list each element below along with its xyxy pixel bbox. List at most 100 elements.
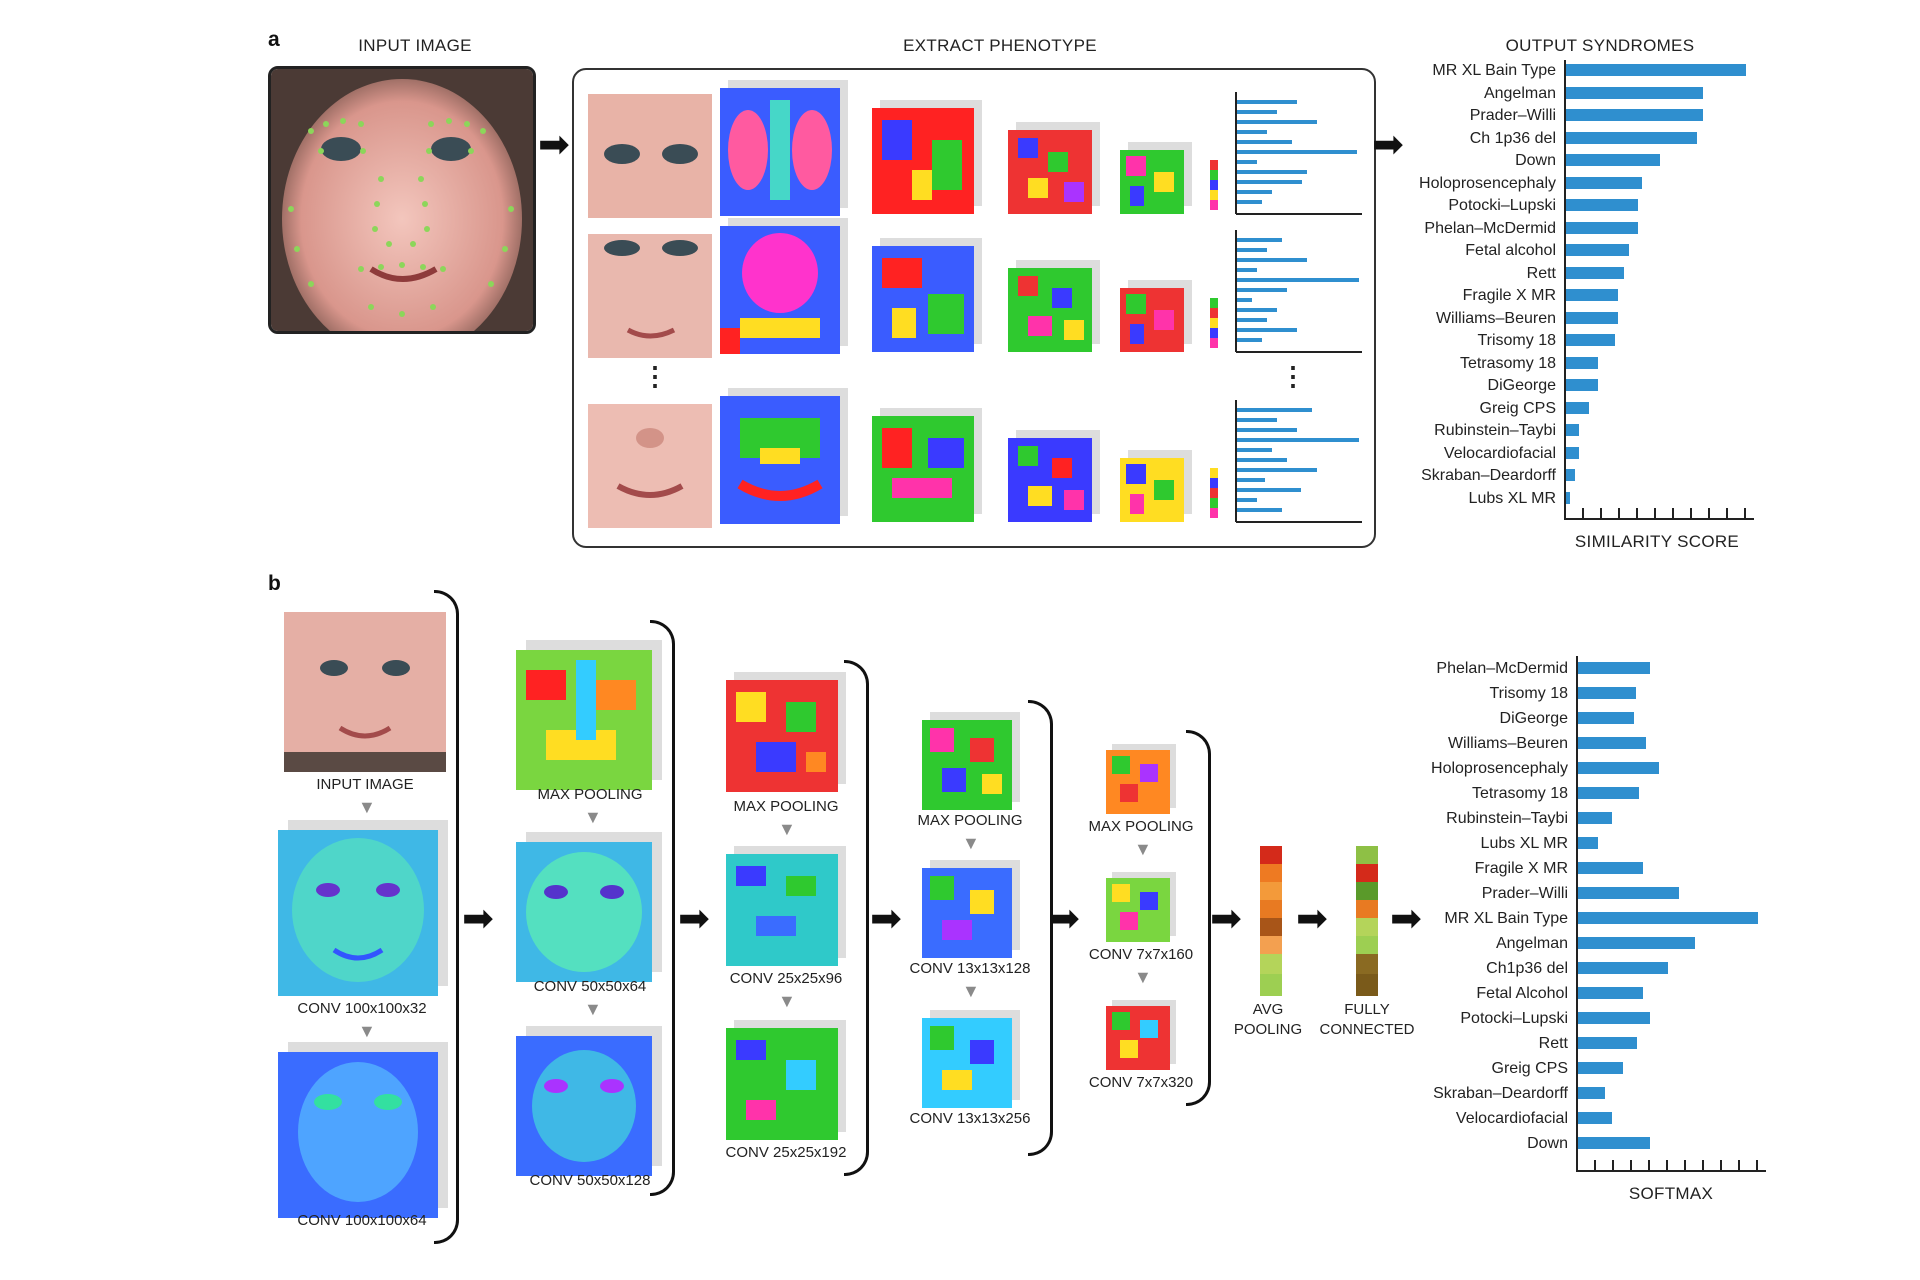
chart-b-bar-label: Angelman xyxy=(1495,935,1568,952)
chart-b-bar xyxy=(1578,937,1695,949)
chart-b-bar-label: DiGeorge xyxy=(1499,710,1568,727)
chart-a-bar xyxy=(1566,334,1615,346)
stage4-bottom-label: CONV 13x13x256 xyxy=(909,1110,1031,1127)
chart-b-bar-label: Rett xyxy=(1538,1035,1568,1052)
chart-b-x-tick xyxy=(1720,1160,1722,1170)
chart-a-bar-label: Ch 1p36 del xyxy=(1469,129,1556,147)
chart-b-bar xyxy=(1578,1062,1623,1074)
feature-map-c3 xyxy=(1008,430,1100,522)
chart-a-bar-label: Lubs XL MR xyxy=(1468,489,1556,507)
chart-b-bar-label: Holoprosencephaly xyxy=(1431,760,1568,777)
conv-map-1a xyxy=(278,820,448,996)
chart-b-bar xyxy=(1578,787,1640,799)
feature-map-a1 xyxy=(720,80,848,216)
chart-a-bar xyxy=(1566,356,1599,369)
fully-connected-vector xyxy=(1356,846,1378,996)
arrow-down-icon: ▼ xyxy=(584,999,602,1019)
chart-a-bar-label: Fragile X MR xyxy=(1462,287,1556,304)
chart-a-bar-label: MR XL Bain Type xyxy=(1432,62,1556,79)
chart-b-bar-label: Velocardiofacial xyxy=(1455,1110,1568,1127)
face-crop-eyes xyxy=(588,94,712,218)
chart-a-bar-label: Skraban–Deardorff xyxy=(1421,467,1556,484)
chart-b-y-axis xyxy=(1576,656,1578,1170)
chart-a-bar xyxy=(1566,64,1746,76)
chart-b-bar-label: Potocki–Lupski xyxy=(1460,1010,1568,1027)
mini-bars-a2 xyxy=(1235,230,1362,353)
feature-vector-c xyxy=(1210,468,1218,518)
arrow-right-icon: ➡ xyxy=(1210,898,1242,940)
chart-b-x-tick xyxy=(1594,1160,1596,1170)
chart-a-bar-label: Holoprosencephaly xyxy=(1419,174,1556,192)
conv-map-5b xyxy=(1106,1000,1176,1070)
feature-map-a2 xyxy=(872,100,982,214)
arrow-down-icon: ▼ xyxy=(1134,967,1152,987)
softmax-chart: Phelan–McDermid Trisomy 18 DiGeorge William… xyxy=(1410,656,1770,1176)
maxpool-map-4 xyxy=(922,712,1020,810)
chart-b-bar-label: Skraban–Deardorff xyxy=(1433,1085,1568,1102)
arrow-right-icon: ➡ xyxy=(870,898,902,940)
bracket-1 xyxy=(434,590,459,1244)
conv-map-3b xyxy=(726,1020,846,1140)
fully-connected-label: FULLY CONNECTED xyxy=(1319,1001,1415,1038)
stage4-mid-label: CONV 13x13x128 xyxy=(909,960,1031,977)
chart-a-x-tick xyxy=(1744,508,1746,518)
arrow-right-icon: ➡ xyxy=(678,898,710,940)
chart-b-bar xyxy=(1578,837,1598,849)
chart-a-bar-label: Greig CPS xyxy=(1479,399,1556,417)
arrow-down-icon: ▼ xyxy=(962,833,980,853)
avg-pooling-vector xyxy=(1260,846,1282,996)
chart-b-x-tick xyxy=(1684,1160,1686,1170)
mini-bars-a1 xyxy=(1235,92,1362,215)
bracket-5 xyxy=(1186,730,1211,1106)
input-image-title: INPUT IMAGE xyxy=(358,36,472,55)
chart-a-x-tick xyxy=(1636,508,1638,518)
arrow-down-icon: ▼ xyxy=(358,1021,376,1041)
chart-b-x-tick xyxy=(1666,1160,1668,1170)
chart-a-bar xyxy=(1566,266,1624,279)
chart-a-bar-label: Prader–Willi xyxy=(1469,107,1556,124)
chart-b-bar xyxy=(1578,1012,1650,1024)
stage2-top-label: MAX POOLING xyxy=(537,786,643,803)
chart-b-bar xyxy=(1578,1137,1650,1149)
chart-b-bar xyxy=(1578,762,1659,774)
arrow-down-icon: ▼ xyxy=(358,797,376,817)
chart-b-x-tick xyxy=(1612,1160,1614,1170)
conv-map-4b xyxy=(922,1010,1020,1108)
arrow-right-icon: ➡ xyxy=(1390,898,1422,940)
stage3-top-label: MAX POOLING xyxy=(733,798,839,815)
maxpool-map-3 xyxy=(726,672,846,792)
chart-a-bar xyxy=(1566,491,1570,504)
maxpool-map-2 xyxy=(516,640,662,790)
conv-map-1b xyxy=(278,1042,448,1218)
chart-a-x-tick xyxy=(1564,508,1566,518)
chart-a-bar-label: Tetrasomy 18 xyxy=(1459,354,1556,372)
feature-map-c2 xyxy=(872,408,982,522)
feature-map-b4 xyxy=(1120,280,1192,352)
chart-b-x-tick xyxy=(1576,1160,1578,1170)
feature-vector-b xyxy=(1210,298,1218,348)
stage3-mid-label: CONV 25x25x96 xyxy=(729,970,843,987)
chart-a-x-tick xyxy=(1582,508,1584,518)
input-face-image xyxy=(268,66,536,334)
chart-a-bar xyxy=(1566,199,1638,211)
chart-a-bar xyxy=(1566,86,1703,99)
feature-map-c4 xyxy=(1120,450,1192,522)
chart-a-bar xyxy=(1566,424,1579,436)
mini-bars-a3 xyxy=(1235,400,1362,523)
chart-a-x-tick xyxy=(1654,508,1656,518)
chart-a-bar xyxy=(1566,109,1703,121)
chart-a-bar-label: Down xyxy=(1515,152,1556,169)
chart-b-bar xyxy=(1578,712,1634,724)
chart-b-bar xyxy=(1578,962,1668,974)
arrow-right-icon: ➡ xyxy=(1296,898,1328,940)
chart-a-bar xyxy=(1566,289,1619,301)
arrow-down-icon: ▼ xyxy=(1134,839,1152,859)
chart-a-bar-label: Trisomy 18 xyxy=(1477,332,1556,349)
chart-b-bar-label: Fragile X MR xyxy=(1474,860,1568,877)
conv-map-2b xyxy=(516,1026,662,1176)
chart-a-bar-label: Rett xyxy=(1526,264,1556,282)
chart-b-bar xyxy=(1578,1037,1638,1049)
chart-a-bar-label: DiGeorge xyxy=(1487,377,1556,394)
arrow-down-icon: ▼ xyxy=(778,819,796,839)
chart-a-x-axis xyxy=(1564,518,1754,520)
